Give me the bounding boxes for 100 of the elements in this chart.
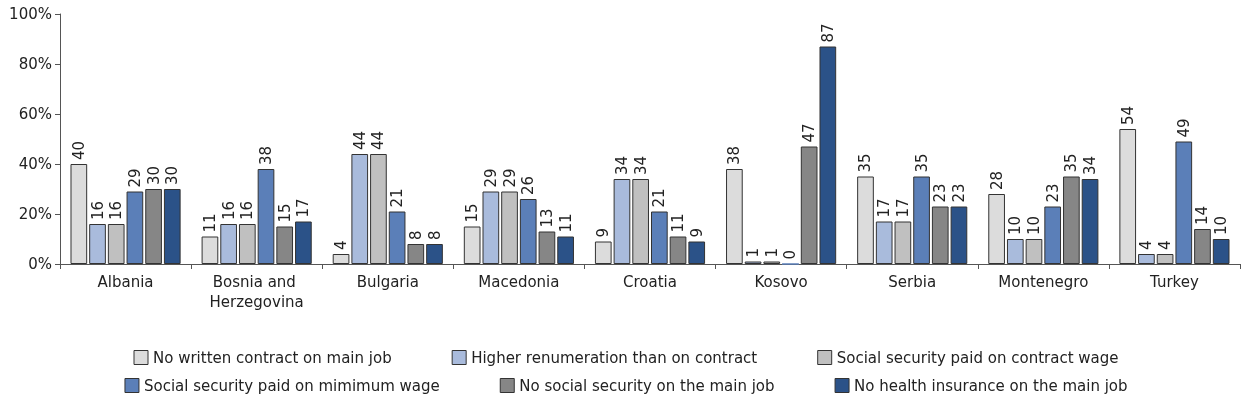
bar — [1044, 206, 1062, 264]
bar — [557, 236, 574, 264]
y-tick-label: 20% — [18, 205, 52, 223]
data-label: 44 — [369, 130, 388, 150]
data-label: 34 — [1081, 155, 1100, 175]
bar — [70, 164, 88, 264]
bar — [632, 179, 649, 264]
data-label: 29 — [481, 168, 500, 188]
data-label: 38 — [257, 145, 276, 165]
bar — [1212, 239, 1230, 264]
x-tick-label: Turkey — [1149, 273, 1199, 291]
bar — [238, 224, 256, 264]
data-label: 38 — [725, 145, 744, 165]
data-label: 4 — [1137, 240, 1156, 250]
bar — [913, 176, 930, 264]
data-label: 11 — [669, 213, 688, 233]
x-tick-label: Serbia — [888, 273, 937, 291]
data-label: 16 — [88, 200, 107, 220]
legend-label: No social security on the main job — [519, 376, 775, 395]
data-label: 35 — [856, 153, 875, 173]
data-label: 17 — [875, 198, 894, 218]
y-tick-label: 60% — [18, 105, 52, 123]
bar — [726, 169, 743, 264]
data-label: 30 — [163, 165, 182, 185]
bar — [220, 224, 237, 264]
data-label: 47 — [800, 123, 819, 143]
bar — [651, 211, 668, 264]
bar — [426, 244, 443, 264]
data-label: 16 — [238, 200, 257, 220]
data-label: 34 — [631, 155, 650, 175]
data-label: 54 — [1118, 105, 1137, 125]
data-label: 0 — [781, 249, 800, 260]
data-label: 1 — [744, 247, 763, 258]
data-label: 8 — [406, 230, 425, 240]
x-tick-label: Montenegro — [998, 273, 1089, 291]
x-tick-label: Macedonia — [478, 273, 560, 291]
data-label: 10 — [1212, 215, 1231, 235]
x-tick-label: Croatia — [623, 273, 677, 291]
data-label: 23 — [949, 183, 968, 203]
data-label: 23 — [931, 183, 950, 203]
x-tick-label: Bulgaria — [356, 273, 419, 291]
bar — [1063, 176, 1080, 264]
data-label: 9 — [594, 227, 613, 238]
data-label: 10 — [1006, 215, 1025, 235]
data-label: 8 — [425, 230, 444, 240]
data-label: 11 — [556, 213, 575, 233]
data-label: 40 — [69, 140, 88, 160]
data-label: 29 — [125, 168, 144, 188]
bar — [988, 194, 1005, 264]
data-label: 14 — [1193, 205, 1212, 225]
data-label: 44 — [350, 130, 369, 150]
data-label: 4 — [332, 240, 351, 250]
data-label: 28 — [987, 170, 1006, 190]
bar — [1138, 254, 1155, 264]
legend-label: No written contract on main job — [153, 348, 392, 367]
bar — [145, 189, 162, 264]
bar — [89, 224, 106, 264]
data-label: 49 — [1174, 118, 1193, 138]
legend-label: Social security paid on contract wage — [836, 348, 1119, 367]
data-label: 21 — [650, 188, 669, 208]
bar — [163, 189, 181, 264]
y-tick-label: 40% — [18, 155, 52, 173]
y-tick-label: 100% — [9, 5, 52, 23]
data-label: 17 — [893, 198, 912, 218]
x-tick-label: Albania — [97, 273, 154, 291]
bar — [1194, 229, 1211, 264]
data-label: 23 — [1043, 183, 1062, 203]
bar — [370, 154, 387, 264]
bar — [295, 221, 312, 264]
data-label: 35 — [912, 153, 931, 173]
x-tick-label: Bosnia and Herzegovina — [209, 273, 304, 311]
data-label: 17 — [294, 198, 313, 218]
data-label: 30 — [144, 165, 163, 185]
bar — [501, 191, 518, 264]
legend-label: Higher renumeration than on contract — [471, 348, 758, 367]
data-label: 34 — [612, 155, 631, 175]
data-label: 10 — [1024, 215, 1043, 235]
data-label: 11 — [200, 213, 219, 233]
data-label: 35 — [1062, 153, 1081, 173]
legend-label: No health insurance on the main job — [854, 376, 1128, 395]
data-label: 16 — [219, 200, 238, 220]
data-label: 1 — [762, 247, 781, 258]
data-label: 87 — [818, 23, 837, 43]
bar — [1081, 179, 1099, 264]
data-label: 15 — [275, 203, 294, 223]
y-tick-label: 0% — [28, 255, 52, 273]
data-label: 4 — [1156, 240, 1175, 250]
data-label: 13 — [537, 208, 556, 228]
x-tick-label: Kosovo — [754, 273, 808, 291]
legend-label: Social security paid on mimimum wage — [143, 376, 440, 395]
bar — [1119, 129, 1137, 264]
data-label: 15 — [463, 203, 482, 223]
data-label: 21 — [388, 188, 407, 208]
bar — [857, 176, 874, 264]
data-label: 26 — [519, 175, 538, 195]
y-tick-label: 80% — [18, 55, 52, 73]
data-label: 9 — [687, 227, 706, 238]
data-label: 16 — [107, 200, 126, 220]
data-label: 29 — [500, 168, 519, 188]
bar — [201, 236, 219, 264]
